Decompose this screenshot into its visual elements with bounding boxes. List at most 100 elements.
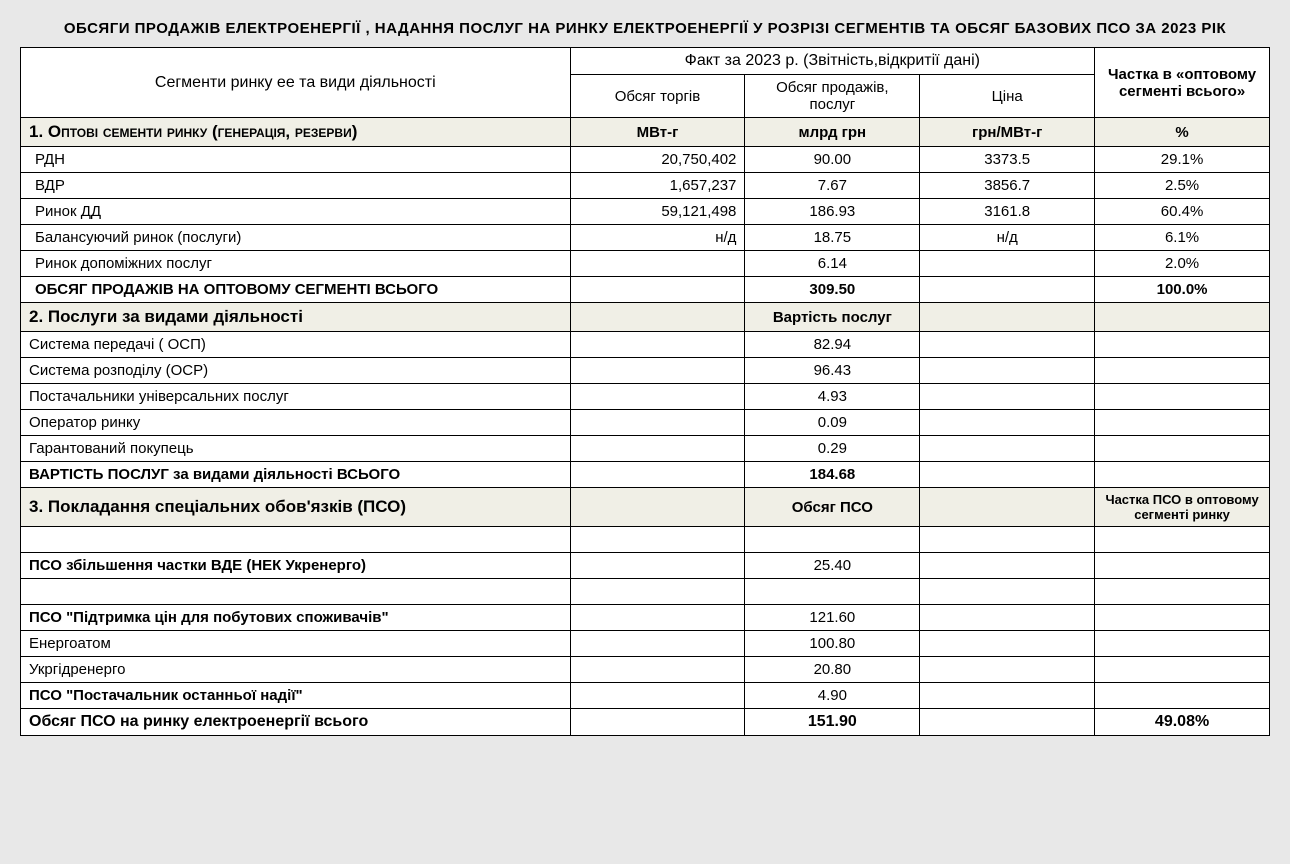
section-1-total-sales: 309.50 (745, 277, 920, 303)
table-cell (920, 683, 1095, 709)
table-row: Система розподілу (ОСР)96.43 (21, 358, 1270, 384)
section-1-total: ОБСЯГ ПРОДАЖІВ НА ОПТОВОМУ СЕГМЕНТІ ВСЬО… (21, 277, 1270, 303)
table-row: Гарантований покупець 0.29 (21, 436, 1270, 462)
page-title: ОБСЯГИ ПРОДАЖІВ ЕЛЕКТРОЕНЕРГІЇ , НАДАННЯ… (20, 20, 1270, 37)
section-3-total: Обсяг ПСО на ринку електроенергії всього… (21, 709, 1270, 736)
section-2-sub: Вартість послуг (745, 303, 920, 332)
table-row: Оператор ринку 0.09 (21, 410, 1270, 436)
table-cell: ПСО "Підтримка цін для побутових спожива… (21, 605, 571, 631)
table-cell: 18.75 (745, 225, 920, 251)
table-cell: ПСО збільшення частки ВДЕ (НЕК Укренерго… (21, 553, 571, 579)
table-cell (745, 579, 920, 605)
table-row: Ринок ДД59,121,498186.933161.860.4% (21, 199, 1270, 225)
section-1-label: 1. Оптові сементи ринку (генерація, резе… (21, 118, 571, 147)
table-cell (570, 527, 745, 553)
table-cell (920, 605, 1095, 631)
table-cell (570, 436, 745, 462)
table-cell (570, 384, 745, 410)
header-row-1: Сегменти ринку ее та види діяльності Фак… (21, 48, 1270, 75)
table-row: Ринок допоміжних послуг6.142.0% (21, 251, 1270, 277)
header-fact: Факт за 2023 р. (Звітність,відкритії дан… (570, 48, 1095, 75)
table-cell: РДН (21, 147, 571, 173)
table-cell: 100.80 (745, 631, 920, 657)
table-cell (920, 631, 1095, 657)
table-cell (1095, 579, 1270, 605)
table-cell (920, 436, 1095, 462)
table-cell: Укргідренерго (21, 657, 571, 683)
table-cell (920, 358, 1095, 384)
table-cell (1095, 436, 1270, 462)
table-row: Система передачі ( ОСП) 82.94 (21, 332, 1270, 358)
table-cell: 121.60 (745, 605, 920, 631)
table-cell: Оператор ринку (21, 410, 571, 436)
table-cell (570, 657, 745, 683)
table-cell: Гарантований покупець (21, 436, 571, 462)
section-3-total-sales: 151.90 (745, 709, 920, 736)
section-1-total-label: ОБСЯГ ПРОДАЖІВ НА ОПТОВОМУ СЕГМЕНТІ ВСЬО… (21, 277, 571, 303)
section-1-unit-share: % (1095, 118, 1270, 147)
header-sales: Обсяг продажів, послуг (745, 75, 920, 118)
table-cell: 3856.7 (920, 173, 1095, 199)
table-cell (570, 605, 745, 631)
table-cell: Енергоатом (21, 631, 571, 657)
section-3-label: 3. Покладання спеціальних обов'язків (ПС… (21, 488, 571, 527)
section-2-label: 2. Послуги за видами діяльності (21, 303, 571, 332)
table-cell (1095, 384, 1270, 410)
table-cell: 82.94 (745, 332, 920, 358)
table-cell (1095, 332, 1270, 358)
section-3-header: 3. Покладання спеціальних обов'язків (ПС… (21, 488, 1270, 527)
table-row: Укргідренерго20.80 (21, 657, 1270, 683)
table-row: Балансуючий ринок (послуги)н/д18.75н/д6.… (21, 225, 1270, 251)
table-cell: Система передачі ( ОСП) (21, 332, 571, 358)
table-cell: 0.09 (745, 410, 920, 436)
table-cell (920, 527, 1095, 553)
section-1-unit-price: грн/МВт-г (920, 118, 1095, 147)
table-cell: 20,750,402 (570, 147, 745, 173)
table-cell (745, 527, 920, 553)
table-cell: 59,121,498 (570, 199, 745, 225)
table-cell: Постачальники універсальних послуг (21, 384, 571, 410)
table-cell: 3373.5 (920, 147, 1095, 173)
table-cell (570, 631, 745, 657)
table-cell (1095, 410, 1270, 436)
table-cell: 90.00 (745, 147, 920, 173)
table-cell: 0.29 (745, 436, 920, 462)
table-row: Постачальники універсальних послуг4.93 (21, 384, 1270, 410)
table-cell: 2.0% (1095, 251, 1270, 277)
table-cell: 25.40 (745, 553, 920, 579)
header-share: Частка в «оптовому сегменті всього» (1095, 48, 1270, 118)
table-cell (920, 384, 1095, 410)
data-table: Сегменти ринку ее та види діяльності Фак… (20, 47, 1270, 736)
section-2-total-label: ВАРТІСТЬ ПОСЛУГ за видами діяльності ВСЬ… (21, 462, 571, 488)
table-cell (1095, 527, 1270, 553)
table-cell (570, 358, 745, 384)
table-cell: 186.93 (745, 199, 920, 225)
section-2-header: 2. Послуги за видами діяльності Вартість… (21, 303, 1270, 332)
table-row: Енергоатом 100.80 (21, 631, 1270, 657)
section-1-unit-vol: МВт-г (570, 118, 745, 147)
table-cell: 4.90 (745, 683, 920, 709)
table-cell (1095, 631, 1270, 657)
table-cell: Система розподілу (ОСР) (21, 358, 571, 384)
table-cell (920, 553, 1095, 579)
header-volume: Обсяг торгів (570, 75, 745, 118)
table-cell: 29.1% (1095, 147, 1270, 173)
table-cell (21, 527, 571, 553)
table-cell (1095, 553, 1270, 579)
table-row: ПСО "Підтримка цін для побутових спожива… (21, 605, 1270, 631)
table-row (21, 579, 1270, 605)
table-cell (1095, 605, 1270, 631)
table-cell (570, 332, 745, 358)
section-3-total-label: Обсяг ПСО на ринку електроенергії всього (21, 709, 571, 736)
table-cell: Ринок ДД (21, 199, 571, 225)
table-cell: 1,657,237 (570, 173, 745, 199)
table-row: ВДР1,657,2377.673856.72.5% (21, 173, 1270, 199)
table-cell: н/д (570, 225, 745, 251)
section-1-unit-sales: млрд грн (745, 118, 920, 147)
table-cell (570, 683, 745, 709)
table-cell (570, 579, 745, 605)
table-row (21, 527, 1270, 553)
table-cell: 3161.8 (920, 199, 1095, 225)
header-price: Ціна (920, 75, 1095, 118)
table-cell: Балансуючий ринок (послуги) (21, 225, 571, 251)
